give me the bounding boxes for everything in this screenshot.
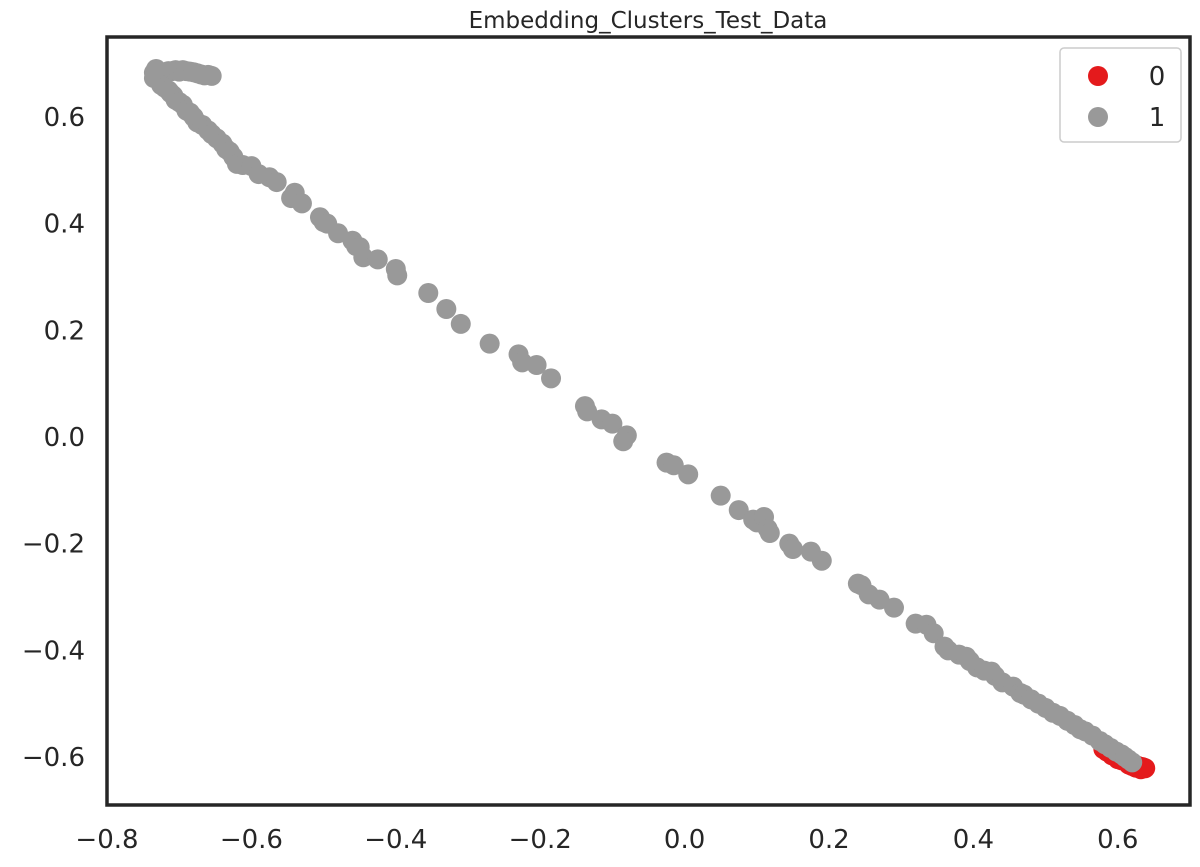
data-point — [1122, 752, 1143, 773]
x-tick-label: 0.6 — [1097, 825, 1138, 855]
data-point — [387, 265, 408, 286]
data-point — [710, 485, 731, 506]
data-point — [613, 431, 634, 452]
data-point — [479, 333, 500, 354]
data-point — [436, 299, 457, 319]
x-tick-label: 0.0 — [664, 825, 705, 855]
y-tick-label: −0.2 — [22, 530, 85, 560]
data-point — [201, 65, 222, 86]
legend-marker — [1088, 66, 1108, 86]
x-tick-label: −0.2 — [509, 825, 572, 855]
axes-frame — [105, 35, 1192, 807]
x-tick-label: −0.6 — [220, 825, 283, 855]
legend-label: 0 — [1149, 62, 1166, 92]
plot-area — [143, 59, 1156, 780]
data-point — [782, 539, 803, 559]
data-point — [883, 597, 904, 618]
data-point — [923, 623, 944, 644]
x-tick-label: 0.4 — [953, 825, 994, 855]
data-point — [663, 455, 684, 476]
x-tick-label: −0.8 — [75, 825, 138, 855]
data-point — [450, 313, 471, 334]
y-tick-label: 0.6 — [44, 103, 85, 133]
data-point — [526, 355, 547, 375]
data-point — [266, 172, 287, 193]
data-point — [759, 523, 780, 543]
series-1 — [143, 59, 1143, 773]
data-point — [678, 464, 699, 485]
y-tick-label: 0.0 — [44, 423, 85, 453]
y-tick-label: −0.4 — [22, 636, 85, 666]
data-point — [811, 550, 832, 571]
axes: −0.8 −0.6 −0.4 −0.2 0.0 0.2 0.4 0.6 −0.6 −0.4 −0.2… — [22, 35, 1192, 855]
x-tick-label: −0.4 — [364, 825, 427, 855]
data-point — [367, 249, 388, 270]
y-tick-label: −0.6 — [22, 743, 85, 773]
data-point — [728, 500, 749, 521]
y-tick-label: 0.4 — [44, 210, 85, 240]
data-point — [602, 413, 623, 434]
x-tick-label: 0.2 — [808, 825, 849, 855]
data-point — [291, 193, 312, 214]
data-point — [418, 283, 439, 303]
y-tick-label: 0.2 — [44, 316, 85, 346]
legend-marker — [1088, 107, 1108, 127]
legend-label: 1 — [1149, 103, 1166, 133]
chart-title: Embedding_Clusters_Test_Data — [469, 8, 828, 34]
data-point — [146, 59, 167, 79]
data-point — [541, 368, 562, 389]
legend: 01 — [1059, 47, 1182, 143]
